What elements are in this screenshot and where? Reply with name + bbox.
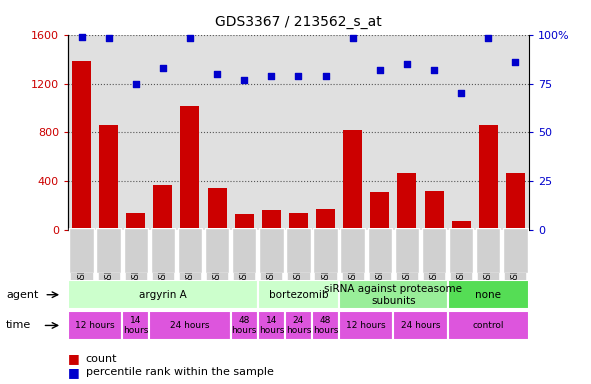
FancyBboxPatch shape — [178, 228, 202, 273]
Bar — [262, 210, 281, 230]
Text: none: none — [475, 290, 501, 300]
FancyBboxPatch shape — [422, 228, 446, 273]
Point — [239, 76, 249, 83]
Point — [104, 35, 113, 41]
FancyBboxPatch shape — [232, 228, 256, 273]
FancyBboxPatch shape — [205, 228, 229, 273]
Text: agent: agent — [6, 290, 38, 300]
FancyBboxPatch shape — [150, 311, 230, 340]
Text: time: time — [6, 320, 31, 331]
FancyBboxPatch shape — [258, 280, 339, 309]
FancyBboxPatch shape — [122, 311, 150, 340]
Bar — [316, 209, 335, 230]
Text: 14
hours: 14 hours — [123, 316, 148, 335]
Text: 12 hours: 12 hours — [346, 321, 386, 330]
Point — [483, 35, 493, 41]
FancyBboxPatch shape — [339, 311, 394, 340]
FancyBboxPatch shape — [340, 228, 365, 273]
Text: 24 hours: 24 hours — [170, 321, 210, 330]
Text: bortezomib: bortezomib — [269, 290, 328, 300]
FancyBboxPatch shape — [476, 228, 501, 273]
FancyBboxPatch shape — [151, 228, 175, 273]
Bar — [371, 192, 389, 230]
FancyBboxPatch shape — [258, 311, 285, 340]
Bar — [343, 130, 362, 230]
FancyBboxPatch shape — [503, 228, 528, 273]
Bar — [424, 191, 443, 230]
Point — [294, 73, 303, 79]
FancyBboxPatch shape — [285, 311, 312, 340]
Bar — [72, 61, 91, 230]
Bar — [397, 173, 417, 230]
FancyBboxPatch shape — [447, 311, 529, 340]
Point — [158, 65, 168, 71]
FancyBboxPatch shape — [68, 280, 258, 309]
Text: control: control — [473, 321, 504, 330]
Point — [77, 33, 86, 40]
Bar — [180, 106, 200, 230]
Point — [321, 73, 330, 79]
FancyBboxPatch shape — [96, 228, 121, 273]
Bar — [289, 213, 308, 230]
FancyBboxPatch shape — [395, 228, 419, 273]
Point — [131, 81, 141, 87]
Text: percentile rank within the sample: percentile rank within the sample — [86, 367, 274, 377]
FancyBboxPatch shape — [69, 228, 94, 273]
Point — [212, 71, 222, 77]
Point — [185, 35, 194, 41]
Bar — [99, 125, 118, 230]
FancyBboxPatch shape — [449, 228, 473, 273]
Point — [267, 73, 276, 79]
FancyBboxPatch shape — [394, 311, 447, 340]
Bar — [506, 173, 525, 230]
Text: siRNA against proteasome
subunits: siRNA against proteasome subunits — [324, 284, 462, 306]
Text: ■: ■ — [68, 353, 80, 366]
FancyBboxPatch shape — [447, 280, 529, 309]
Point — [375, 67, 385, 73]
FancyBboxPatch shape — [68, 311, 122, 340]
Point — [402, 61, 412, 67]
Text: 12 hours: 12 hours — [75, 321, 115, 330]
Bar — [235, 215, 254, 230]
Point — [456, 90, 466, 96]
Text: 48
hours: 48 hours — [232, 316, 257, 335]
Text: 24 hours: 24 hours — [401, 321, 440, 330]
FancyBboxPatch shape — [312, 311, 339, 340]
FancyBboxPatch shape — [124, 228, 148, 273]
Bar — [207, 187, 226, 230]
FancyBboxPatch shape — [259, 228, 284, 273]
FancyBboxPatch shape — [230, 311, 258, 340]
FancyBboxPatch shape — [313, 228, 338, 273]
FancyBboxPatch shape — [368, 228, 392, 273]
Bar — [126, 213, 145, 230]
FancyBboxPatch shape — [286, 228, 311, 273]
Point — [429, 67, 439, 73]
Bar — [452, 220, 470, 230]
Point — [348, 35, 358, 41]
Text: GDS3367 / 213562_s_at: GDS3367 / 213562_s_at — [215, 15, 382, 29]
Text: count: count — [86, 354, 117, 364]
Bar — [479, 125, 498, 230]
FancyBboxPatch shape — [339, 280, 447, 309]
Text: 48
hours: 48 hours — [313, 316, 338, 335]
Text: ■: ■ — [68, 366, 80, 379]
Text: 24
hours: 24 hours — [286, 316, 311, 335]
Bar — [154, 185, 173, 230]
Text: argyrin A: argyrin A — [139, 290, 187, 300]
Point — [511, 59, 520, 65]
Text: 14
hours: 14 hours — [259, 316, 284, 335]
